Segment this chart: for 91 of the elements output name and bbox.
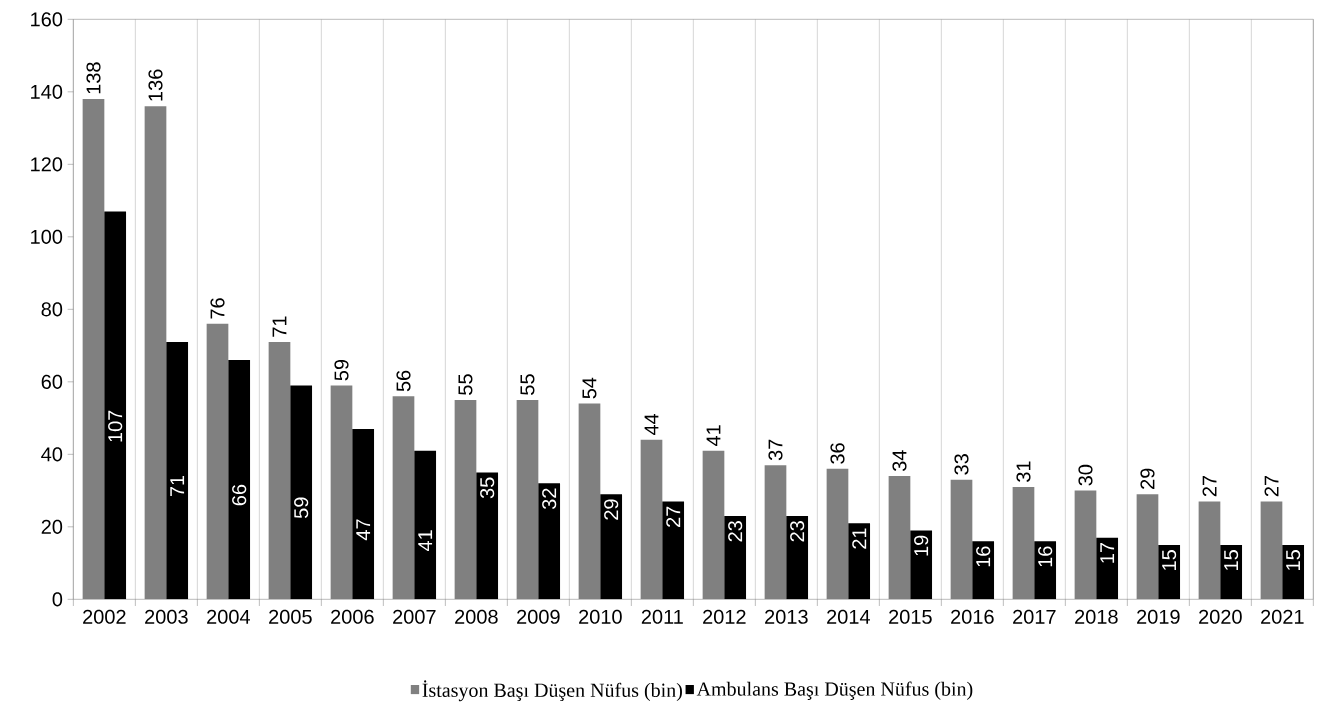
- data-label: 47: [356, 519, 371, 541]
- x-tick-label: 2017: [1013, 609, 1056, 624]
- data-label: 27: [1202, 475, 1217, 497]
- y-tick-label: 160: [31, 12, 63, 27]
- x-tick-label: 2016: [951, 609, 994, 624]
- bar: [414, 450, 437, 600]
- y-tick-label: 20: [41, 519, 63, 534]
- bar: [228, 360, 251, 600]
- data-label: 27: [666, 506, 681, 527]
- x-tick-label: 2015: [889, 609, 932, 624]
- data-label: 23: [728, 521, 743, 542]
- data-label: 32: [542, 488, 557, 510]
- data-label: 54: [582, 377, 597, 399]
- data-label: 15: [1286, 550, 1301, 570]
- data-label: 71: [170, 475, 185, 497]
- x-tick-label: 2007: [393, 609, 436, 624]
- bar: [848, 523, 871, 600]
- data-label: 138: [86, 62, 101, 94]
- data-label: 16: [976, 546, 991, 567]
- data-label: 21: [852, 528, 867, 549]
- legend-label: Ambulans Başı Düşen Nüfus (bin): [696, 681, 973, 700]
- data-label: 107: [108, 410, 123, 442]
- x-tick-label: 2008: [455, 609, 498, 624]
- data-label: 19: [914, 535, 929, 556]
- bar: [1158, 544, 1181, 600]
- data-label: 15: [1162, 550, 1177, 570]
- data-label: 66: [232, 484, 247, 506]
- bar: [1096, 537, 1119, 600]
- x-tick-label: 2010: [579, 609, 622, 624]
- bar: [166, 341, 189, 600]
- y-tick-label: 120: [31, 157, 63, 172]
- data-label: 41: [706, 425, 721, 446]
- data-label: 37: [768, 439, 783, 461]
- data-label: 55: [458, 374, 473, 395]
- bar: [724, 515, 747, 600]
- bar: [352, 428, 375, 600]
- bar: [538, 483, 561, 600]
- data-label: 16: [1038, 546, 1053, 567]
- x-tick-label: 2011: [641, 609, 683, 624]
- y-tick-label: 80: [41, 302, 63, 317]
- data-label: 76: [210, 298, 225, 319]
- x-tick-label: 2004: [207, 609, 250, 624]
- bar: [1282, 544, 1305, 600]
- x-tick-label: 2009: [517, 609, 560, 624]
- data-label: 23: [790, 521, 805, 542]
- data-label: 71: [272, 316, 287, 337]
- x-tick-label: 2020: [1199, 609, 1242, 624]
- bar: [600, 494, 623, 600]
- bar: [1220, 544, 1243, 600]
- data-label: 41: [418, 530, 433, 552]
- data-label: 27: [1264, 475, 1279, 497]
- bar: [1034, 541, 1057, 600]
- data-label: 31: [1016, 461, 1031, 482]
- data-label: 56: [396, 370, 411, 392]
- data-label: 29: [604, 499, 619, 520]
- legend-label: İstasyon Başı Düşen Nüfus (bin): [422, 680, 682, 702]
- data-label: 136: [148, 69, 163, 101]
- bar: [972, 541, 995, 600]
- y-tick-label: 140: [31, 84, 63, 99]
- data-label: 34: [892, 450, 907, 472]
- data-label: 35: [480, 477, 495, 499]
- bar: [104, 211, 127, 600]
- data-label: 33: [954, 454, 969, 475]
- x-tick-label: 2012: [703, 609, 746, 624]
- x-tick-label: 2005: [269, 609, 312, 624]
- bar: [290, 385, 313, 600]
- data-label: 15: [1224, 550, 1239, 570]
- data-label: 59: [334, 359, 349, 381]
- bar: [476, 472, 499, 600]
- bar: [910, 530, 933, 600]
- data-label: 30: [1078, 464, 1093, 486]
- data-label: 44: [644, 413, 659, 436]
- bar: [662, 501, 685, 600]
- y-tick-label: 100: [31, 229, 63, 244]
- x-tick-label: 2006: [331, 609, 374, 624]
- x-tick-label: 2003: [145, 609, 188, 624]
- x-tick-label: 2002: [83, 609, 126, 624]
- x-tick-label: 2014: [827, 609, 870, 624]
- data-label: 36: [830, 443, 845, 464]
- x-tick-label: 2013: [765, 609, 808, 624]
- y-tick-label: 60: [41, 374, 63, 389]
- data-label: 55: [520, 374, 535, 395]
- x-tick-label: 2019: [1137, 609, 1180, 624]
- x-tick-label: 2021: [1261, 609, 1304, 624]
- bar: [786, 515, 809, 600]
- x-tick-label: 2018: [1075, 609, 1118, 624]
- data-label: 17: [1100, 542, 1115, 563]
- y-tick-label: 0: [52, 592, 63, 607]
- data-label: 59: [294, 497, 309, 519]
- data-label: 29: [1140, 468, 1155, 489]
- y-tick-label: 40: [41, 447, 63, 462]
